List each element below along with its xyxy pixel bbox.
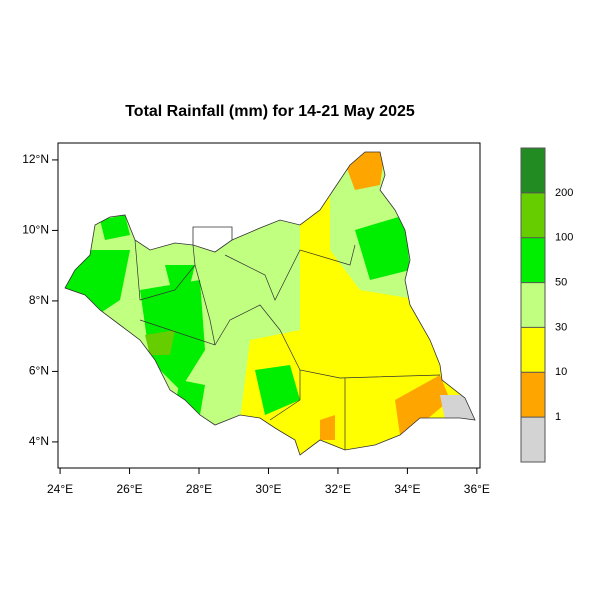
legend: 1 10 30 50 100 200: [520, 147, 573, 463]
map-frame: [57, 142, 481, 469]
abyei-area: [192, 226, 233, 253]
axes: 24°E 26°E 28°E 30°E 32°E 34°E 36°E 4°N 6°N 8°N 10°…: [22, 152, 490, 496]
legend-label: 50: [555, 276, 567, 288]
y-tick-label: 10°N: [22, 223, 49, 237]
rainfall-field: [65, 152, 475, 455]
y-tick-label: 8°N: [29, 293, 49, 307]
x-tick-label: 30°E: [255, 482, 281, 496]
y-tick-label: 6°N: [29, 364, 49, 378]
y-tick-label: 12°N: [22, 152, 49, 166]
x-tick-label: 36°E: [464, 482, 490, 496]
x-tick-label: 34°E: [394, 482, 420, 496]
legend-swatch: [521, 327, 545, 373]
country-border: [64, 151, 476, 456]
legend-label: 100: [555, 232, 573, 244]
x-tick-label: 32°E: [325, 482, 351, 496]
map-title: Total Rainfall (mm) for 14-21 May 2025: [125, 103, 415, 120]
y-tick-label: 4°N: [29, 434, 49, 448]
state-borders: [134, 239, 441, 450]
legend-swatch: [521, 148, 545, 193]
x-tick-label: 28°E: [186, 482, 212, 496]
legend-label: 1: [555, 411, 561, 423]
x-tick-label: 26°E: [116, 482, 142, 496]
legend-label: 10: [555, 366, 567, 378]
legend-swatch: [521, 192, 545, 238]
legend-frame: [520, 147, 546, 463]
legend-label: 30: [555, 321, 567, 333]
legend-swatch: [521, 237, 545, 283]
legend-label: 200: [555, 187, 573, 199]
legend-swatch: [521, 372, 545, 418]
legend-swatch: [521, 282, 545, 328]
legend-swatch: [521, 417, 545, 462]
x-tick-label: 24°E: [47, 482, 73, 496]
